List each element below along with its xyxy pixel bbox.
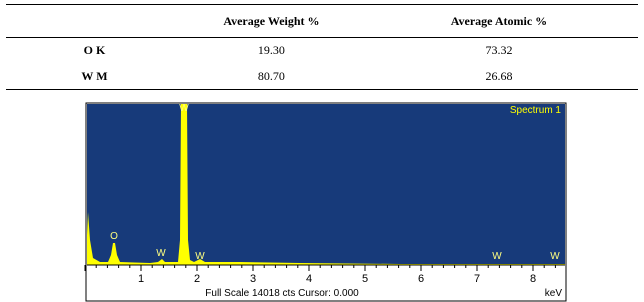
cell: 19.30 xyxy=(257,43,285,58)
header-row: Average Weight % Average Atomic % xyxy=(6,4,638,38)
row-label: W M xyxy=(81,68,108,83)
x-tick-label: 4 xyxy=(306,273,312,285)
peak-label: O xyxy=(110,231,118,242)
row-label: O K xyxy=(83,43,106,58)
results-table: Average Weight % Average Atomic % O K 19… xyxy=(6,4,638,90)
x-tick-label: 6 xyxy=(418,273,424,285)
x-tick-label: 5 xyxy=(362,273,368,285)
table-row: W M 80.70 26.68 xyxy=(6,64,638,90)
peak-label: W xyxy=(492,251,502,262)
x-tick-label: 3 xyxy=(250,273,256,285)
x-tick-label: 2 xyxy=(194,273,200,285)
table-row: O K 19.30 73.32 xyxy=(6,38,638,64)
x-tick-label: 8 xyxy=(530,273,536,285)
peak-label: W xyxy=(156,248,166,259)
x-tick-label: 1 xyxy=(138,273,144,285)
spectrum-trace xyxy=(87,104,565,265)
peak-label: W xyxy=(550,251,560,262)
peak-label: W xyxy=(179,103,189,114)
cell: 26.68 xyxy=(485,68,513,83)
cell: 73.32 xyxy=(485,43,513,58)
header-cell: Average Weight % xyxy=(223,13,320,28)
footer: Full Scale 14018 cts Cursor: 0.000 xyxy=(205,288,359,299)
cell: 80.70 xyxy=(257,68,285,83)
header-cell: Average Atomic % xyxy=(450,13,548,28)
peak-label: W xyxy=(195,251,205,262)
spectrum-title: Spectrum 1 xyxy=(510,105,562,116)
unit-label: keV xyxy=(545,288,563,299)
plot-area xyxy=(87,104,565,265)
x-tick-label: 7 xyxy=(474,273,480,285)
